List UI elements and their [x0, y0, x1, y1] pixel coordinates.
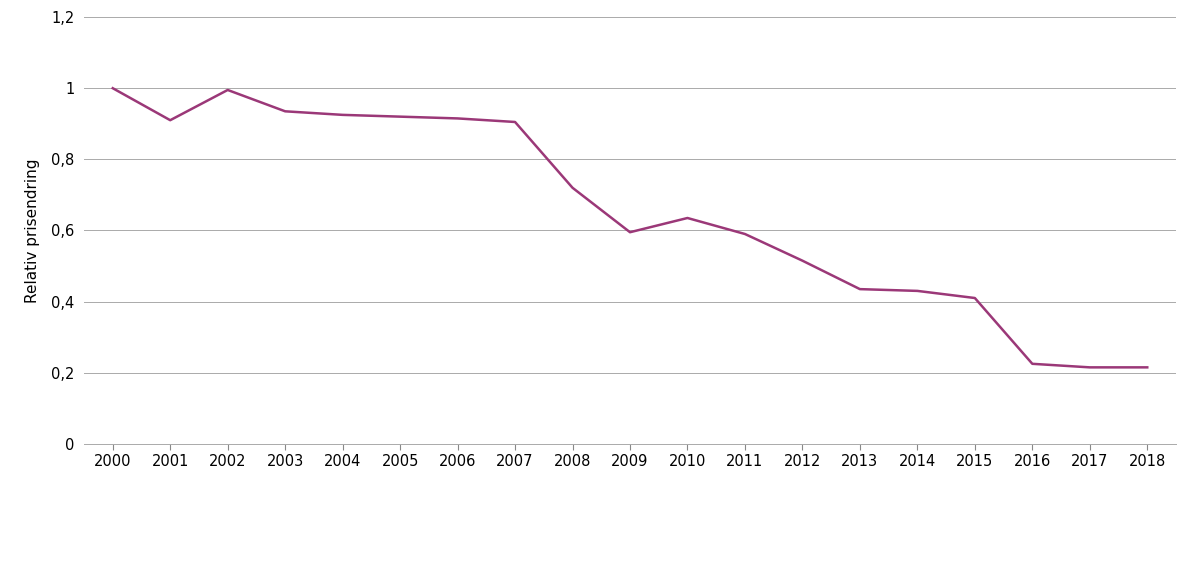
Y-axis label: Relativ prisendring: Relativ prisendring — [25, 158, 40, 303]
